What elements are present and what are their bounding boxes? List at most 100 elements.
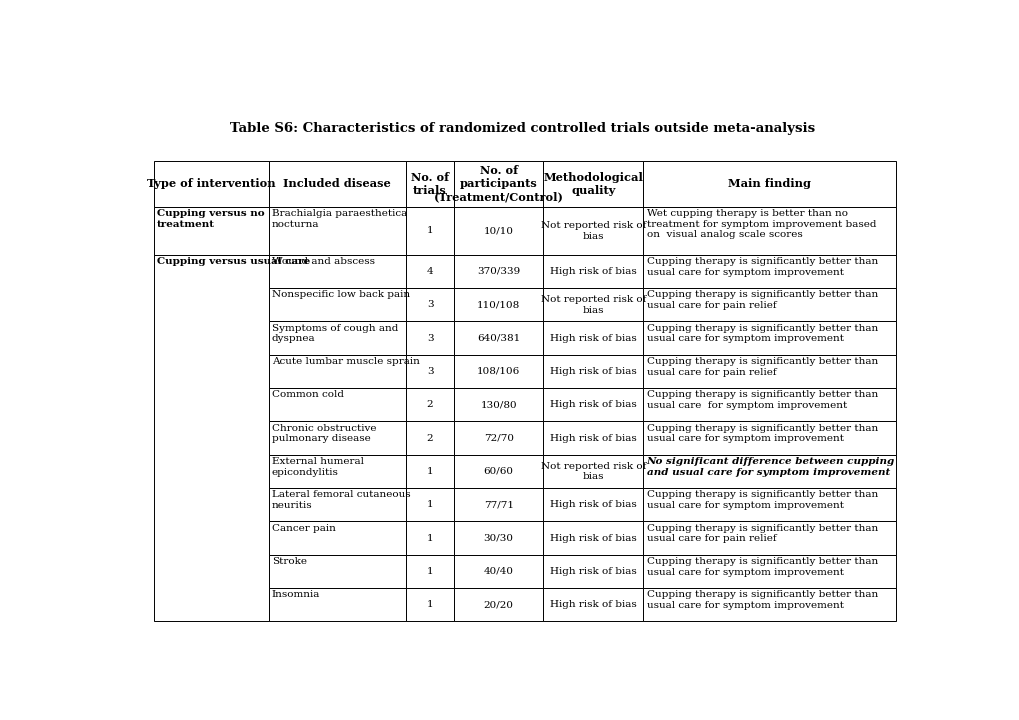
Text: Wound and abscess: Wound and abscess	[271, 257, 374, 266]
Bar	[543, 207, 643, 255]
Text: Cupping versus usual care: Cupping versus usual care	[157, 257, 310, 266]
Text: Cupping therapy is significantly better than
usual care for symptom improvement: Cupping therapy is significantly better …	[646, 323, 877, 343]
Bar	[543, 255, 643, 288]
Text: 1: 1	[426, 567, 433, 576]
Text: Wet cupping therapy is better than no
treatment for symptom improvement based
on: Wet cupping therapy is better than no tr…	[646, 209, 875, 240]
Bar	[543, 588, 643, 621]
Text: Table S6: Characteristics of randomized controlled trials outside meta-analysis: Table S6: Characteristics of randomized …	[230, 122, 814, 135]
Bar	[406, 488, 453, 521]
Bar	[543, 421, 643, 455]
Bar	[268, 321, 406, 355]
Text: 77/71: 77/71	[483, 500, 514, 509]
Text: Symptoms of cough and
dyspnea: Symptoms of cough and dyspnea	[271, 323, 397, 343]
Text: High risk of bias: High risk of bias	[549, 267, 636, 276]
Bar	[543, 455, 643, 488]
Text: Insomnia: Insomnia	[271, 590, 320, 599]
Bar	[543, 355, 643, 388]
Text: Main finding: Main finding	[728, 179, 810, 189]
Bar	[643, 521, 895, 554]
Text: Not reported risk of
bias: Not reported risk of bias	[540, 462, 645, 481]
Text: Chronic obstructive
pulmonary disease: Chronic obstructive pulmonary disease	[271, 423, 376, 444]
Text: Cupping therapy is significantly better than
usual care for pain relief: Cupping therapy is significantly better …	[646, 357, 877, 377]
Text: Methodological
quality: Methodological quality	[543, 172, 643, 196]
Bar	[406, 255, 453, 288]
Text: No significant difference between cupping
and usual care for symptom improvement: No significant difference between cuppin…	[646, 457, 894, 477]
Bar	[643, 161, 895, 207]
Bar	[643, 207, 895, 255]
Text: 2: 2	[426, 400, 433, 409]
Text: 108/106: 108/106	[477, 367, 520, 376]
Bar	[543, 488, 643, 521]
Text: High risk of bias: High risk of bias	[549, 433, 636, 443]
Text: High risk of bias: High risk of bias	[549, 567, 636, 576]
Text: Cupping therapy is significantly better than
usual care  for symptom improvement: Cupping therapy is significantly better …	[646, 390, 877, 410]
Bar	[643, 554, 895, 588]
Bar	[543, 321, 643, 355]
Bar	[406, 288, 453, 321]
Bar	[268, 488, 406, 521]
Bar	[643, 588, 895, 621]
Text: 3: 3	[426, 333, 433, 343]
Bar	[406, 554, 453, 588]
Bar	[453, 388, 543, 421]
Text: No. of
trials: No. of trials	[411, 172, 448, 196]
Text: 72/70: 72/70	[483, 433, 514, 443]
Bar	[643, 288, 895, 321]
Text: Cupping therapy is significantly better than
usual care for pain relief: Cupping therapy is significantly better …	[646, 523, 877, 544]
Text: Type of intervention: Type of intervention	[147, 179, 275, 189]
Bar	[406, 388, 453, 421]
Bar	[268, 588, 406, 621]
Bar	[406, 521, 453, 554]
Bar	[406, 161, 453, 207]
Bar	[453, 161, 543, 207]
Bar	[268, 455, 406, 488]
Bar	[453, 321, 543, 355]
Bar	[643, 355, 895, 388]
Bar	[543, 161, 643, 207]
Text: Brachialgia paraesthetica
nocturna: Brachialgia paraesthetica nocturna	[271, 209, 407, 229]
Bar	[406, 321, 453, 355]
Bar	[453, 455, 543, 488]
Bar	[453, 207, 543, 255]
Bar	[268, 255, 406, 288]
Bar	[406, 455, 453, 488]
Text: 20/20: 20/20	[483, 600, 514, 609]
Bar	[643, 421, 895, 455]
Text: 60/60: 60/60	[483, 467, 514, 476]
Text: 2: 2	[426, 433, 433, 443]
Bar	[453, 355, 543, 388]
Bar	[453, 288, 543, 321]
Bar	[543, 388, 643, 421]
Bar	[268, 421, 406, 455]
Text: Cupping therapy is significantly better than
usual care for symptom improvement: Cupping therapy is significantly better …	[646, 590, 877, 610]
Text: Cupping therapy is significantly better than
usual care for symptom improvement: Cupping therapy is significantly better …	[646, 257, 877, 276]
Text: Cupping therapy is significantly better than
usual care for pain relief: Cupping therapy is significantly better …	[646, 290, 877, 310]
Text: Included disease: Included disease	[283, 179, 391, 189]
Bar	[643, 455, 895, 488]
Text: External humeral
epicondylitis: External humeral epicondylitis	[271, 457, 364, 477]
Bar	[453, 588, 543, 621]
Text: 130/80: 130/80	[480, 400, 517, 409]
Bar	[268, 207, 406, 255]
Bar	[268, 388, 406, 421]
Bar	[406, 421, 453, 455]
Text: Not reported risk of
bias: Not reported risk of bias	[540, 221, 645, 240]
Bar	[268, 161, 406, 207]
Text: Lateral femoral cutaneous
neuritis: Lateral femoral cutaneous neuritis	[271, 490, 410, 510]
Bar	[268, 355, 406, 388]
Bar	[406, 207, 453, 255]
Bar	[643, 255, 895, 288]
Text: High risk of bias: High risk of bias	[549, 600, 636, 609]
Bar	[268, 521, 406, 554]
Text: 1: 1	[426, 467, 433, 476]
Bar	[453, 488, 543, 521]
Text: Cancer pain: Cancer pain	[271, 523, 335, 533]
Bar	[268, 554, 406, 588]
Text: Nonspecific low back pain: Nonspecific low back pain	[271, 290, 410, 300]
Bar	[543, 288, 643, 321]
Bar	[543, 554, 643, 588]
Text: 1: 1	[426, 500, 433, 509]
Bar	[154, 207, 268, 255]
Bar	[543, 521, 643, 554]
Text: 10/10: 10/10	[483, 226, 514, 235]
